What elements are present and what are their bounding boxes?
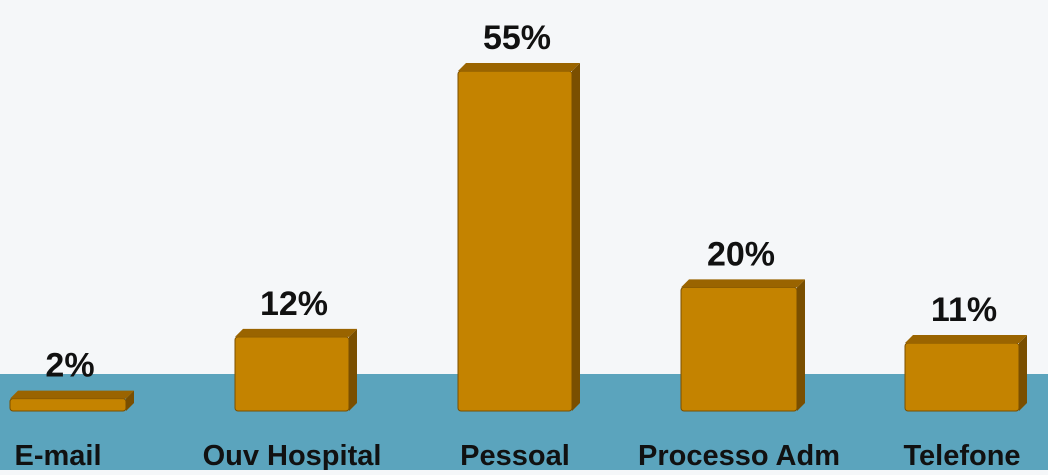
bar-ouv-hospital <box>234 328 357 412</box>
data-label: 55% <box>483 19 551 57</box>
bar-pessoal <box>457 63 580 412</box>
bars-group <box>9 63 1027 412</box>
category-label: Processo Adm <box>638 440 840 470</box>
bar-side <box>126 390 134 411</box>
bar-telefone <box>904 335 1027 412</box>
category-label: Pessoal <box>460 440 570 470</box>
bar-front <box>680 286 798 412</box>
labels-group: 2% E-mail 12% Ouv Hospital 55% Pessoal 20% Proc… <box>14 19 1020 472</box>
bar-top <box>235 328 357 337</box>
bar-top <box>10 390 134 399</box>
category-label: E-mail <box>14 440 101 470</box>
category-label: Ouv Hospital <box>203 440 382 470</box>
bar-front <box>234 336 350 412</box>
bar-top <box>905 335 1027 343</box>
bar-side <box>572 63 580 411</box>
category-label: Telefone <box>903 440 1020 470</box>
data-label: 11% <box>931 291 997 329</box>
data-label: 12% <box>260 285 328 323</box>
bar-top <box>681 279 805 288</box>
bar-top <box>458 63 580 71</box>
data-label: 20% <box>707 235 775 273</box>
bar-side <box>349 328 357 411</box>
bar-processo-adm <box>680 279 805 412</box>
bar-side <box>797 279 805 411</box>
data-label: 2% <box>45 347 94 385</box>
bar-e-mail <box>9 390 134 412</box>
bar-side <box>1019 335 1027 411</box>
bar-front <box>457 70 573 412</box>
bar-front <box>9 398 127 412</box>
bar-front <box>904 342 1020 412</box>
